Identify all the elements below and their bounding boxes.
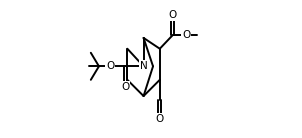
Text: N: N: [140, 61, 147, 71]
Text: O: O: [182, 30, 190, 40]
Text: O: O: [121, 82, 130, 92]
Text: O: O: [169, 10, 177, 20]
Text: O: O: [106, 61, 114, 71]
Text: O: O: [156, 114, 164, 124]
